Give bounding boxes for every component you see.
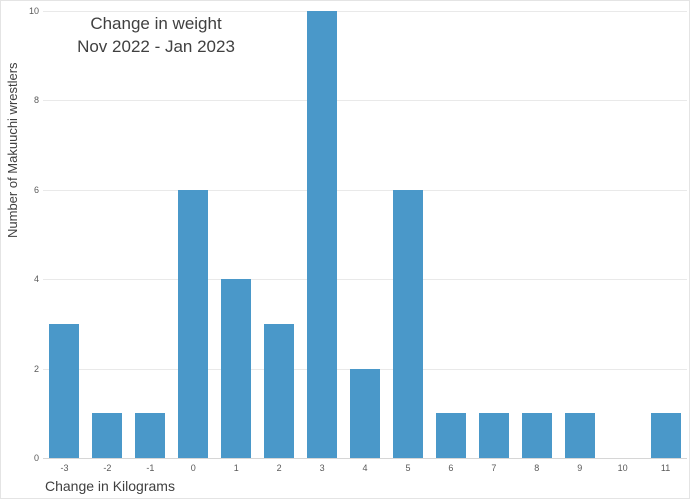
bar-slot [258, 11, 301, 458]
bar-11 [650, 413, 681, 458]
bar-slot [129, 11, 172, 458]
bar-0 [178, 189, 209, 458]
bar-slot [172, 11, 215, 458]
x-tick-label: 7 [491, 463, 497, 473]
bar--3 [49, 323, 80, 458]
bar-slot [558, 11, 601, 458]
x-tick-label: 5 [405, 463, 411, 473]
bar-slot [43, 11, 86, 458]
chart-title-line1: Change in weight [90, 14, 222, 33]
bars [43, 11, 687, 458]
bar-6 [435, 413, 466, 458]
x-tick-label: -3 [60, 463, 69, 473]
chart-title: Change in weight Nov 2022 - Jan 2023 [56, 12, 256, 58]
x-tick-label: 2 [276, 463, 282, 473]
y-tick-label: 10 [28, 6, 39, 16]
x-tick-label: 6 [448, 463, 454, 473]
y-axis-tick-labels: 0 2 4 6 8 10 [1, 6, 39, 463]
bar-slot [601, 11, 644, 458]
y-axis-title: Number of Makuuchi wrestlers [5, 62, 20, 238]
x-tick-label: 11 [660, 463, 671, 473]
bar-1 [221, 279, 252, 458]
x-tick-label: 4 [362, 463, 368, 473]
x-axis-title: Change in Kilograms [45, 478, 175, 494]
bar-slot [344, 11, 387, 458]
bar-slot [429, 11, 472, 458]
bar--1 [135, 413, 166, 458]
x-tick-label: 10 [617, 463, 628, 473]
x-tick-label: 3 [319, 463, 325, 473]
bar-slot [472, 11, 515, 458]
bar-2 [264, 323, 295, 458]
y-tick-label: 0 [33, 453, 39, 463]
plot-area [43, 11, 687, 459]
y-tick-label: 4 [33, 274, 39, 285]
x-tick-label: 9 [577, 463, 583, 473]
y-tick-label: 6 [33, 184, 39, 195]
bar-5 [392, 189, 423, 458]
y-tick-label: 8 [33, 95, 39, 106]
y-tick-label: 2 [33, 363, 39, 374]
x-tick-label: 0 [190, 463, 196, 473]
bar-3 [307, 11, 338, 458]
bar-7 [478, 413, 509, 458]
gridline [43, 189, 687, 191]
gridline [43, 11, 687, 12]
bar-slot [215, 11, 258, 458]
bar-4 [350, 368, 381, 458]
bar-9 [564, 413, 595, 458]
bar-slot [644, 11, 687, 458]
x-tick-label: -1 [146, 463, 155, 473]
x-axis-tick-labels: -3 -2 -1 0 1 2 3 4 5 6 7 8 9 10 11 [43, 463, 687, 473]
bar-slot [86, 11, 129, 458]
bar-slot [515, 11, 558, 458]
bar-slot [387, 11, 430, 458]
chart-title-line2: Nov 2022 - Jan 2023 [77, 37, 235, 56]
gridline [43, 279, 687, 281]
x-tick-label: -2 [103, 463, 112, 473]
bar-slot [301, 11, 344, 458]
bar-8 [521, 413, 552, 458]
bar--2 [92, 413, 123, 458]
gridline [43, 100, 687, 102]
x-tick-label: 1 [233, 463, 239, 473]
x-tick-label: 8 [534, 463, 540, 473]
